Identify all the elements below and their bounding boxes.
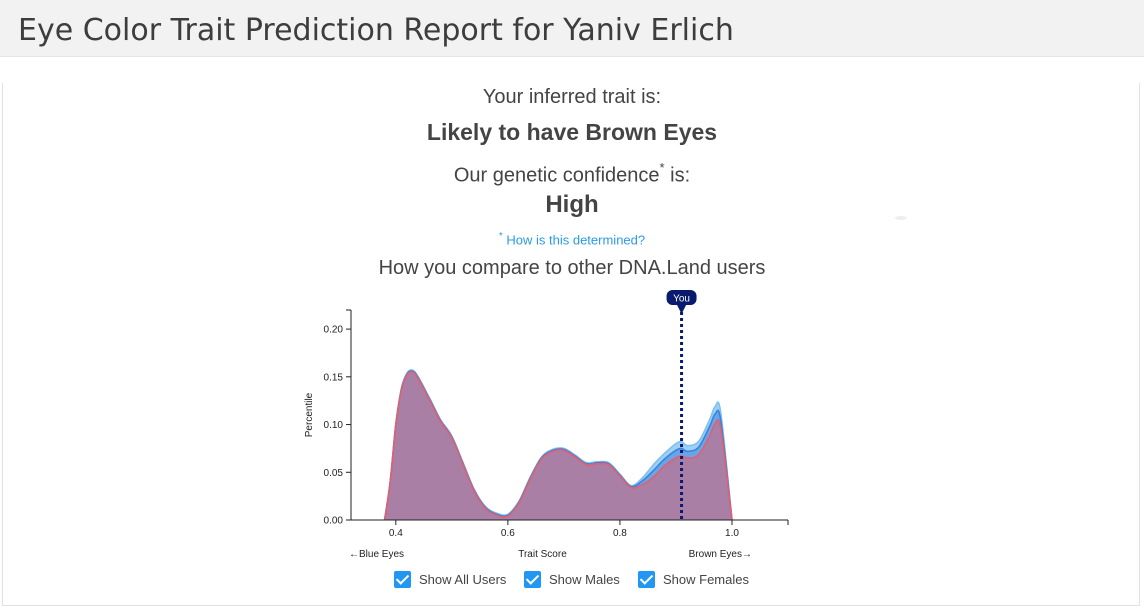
- show-all-users-checkbox[interactable]: Show All Users: [394, 568, 506, 590]
- blue-eyes-label: ←Blue Eyes: [349, 549, 404, 560]
- area-series-2: [384, 371, 732, 520]
- checkbox-checked-icon[interactable]: [524, 570, 541, 588]
- y-tick-label: 0.00: [324, 516, 344, 527]
- you-marker-pointer: [676, 304, 687, 314]
- y-tick-label: 0.10: [324, 420, 344, 431]
- y-tick-label: 0.20: [324, 325, 344, 336]
- x-tick-label: 0.6: [501, 528, 515, 539]
- confidence-footnote-marker: *: [659, 160, 665, 175]
- you-marker-badge: [666, 290, 697, 305]
- checkbox-checked-icon[interactable]: [638, 570, 655, 588]
- inferred-trait-label: Your inferred trait is:: [482, 86, 662, 108]
- x-tick-label: 0.4: [389, 528, 403, 539]
- show-males-checkbox[interactable]: Show Males: [524, 568, 620, 590]
- y-tick-label: 0.15: [324, 372, 344, 383]
- trait-distribution-chart: 0.00 0.05 0.10 0.15 0.20 0.4 0.6 0.8 1.0 Percenti…: [304, 290, 789, 560]
- x-axis-label: Trait Score: [518, 549, 567, 560]
- confidence-label-text: Our genetic confidence: [453, 164, 660, 187]
- background-smudge: [895, 216, 907, 220]
- how-determined: * How is this determined?: [0, 228, 1144, 249]
- show-females-label: Show Females: [663, 571, 749, 587]
- confidence-value: High: [545, 191, 599, 218]
- filter-checkboxes: Show All Users Show Males Show Females: [0, 568, 1144, 590]
- brown-eyes-label: Brown Eyes→: [689, 549, 752, 560]
- you-marker-label: You: [673, 294, 690, 305]
- inferred-trait-value: Likely to have Brown Eyes: [426, 119, 718, 145]
- compare-heading: How you compare to other DNA.Land users: [378, 257, 766, 279]
- show-all-users-label: Show All Users: [419, 571, 507, 587]
- page-title: Eye Color Trait Prediction Report for Ya…: [18, 13, 734, 48]
- how-determined-link[interactable]: How is this determined?: [506, 232, 646, 248]
- confidence-label: Our genetic confidence* is:: [0, 157, 1144, 189]
- x-tick-label: 0.8: [613, 528, 627, 539]
- y-axis-label: Percentile: [304, 392, 315, 437]
- checkbox-checked-icon[interactable]: [394, 570, 411, 588]
- show-females-checkbox[interactable]: Show Females: [638, 568, 749, 590]
- show-males-label: Show Males: [549, 571, 620, 587]
- x-tick-label: 1.0: [725, 528, 739, 539]
- how-footnote-marker: *: [498, 231, 503, 242]
- confidence-label-suffix: is:: [664, 164, 691, 187]
- y-tick-label: 0.05: [324, 468, 344, 479]
- header-bar: Eye Color Trait Prediction Report for Ya…: [0, 0, 1144, 57]
